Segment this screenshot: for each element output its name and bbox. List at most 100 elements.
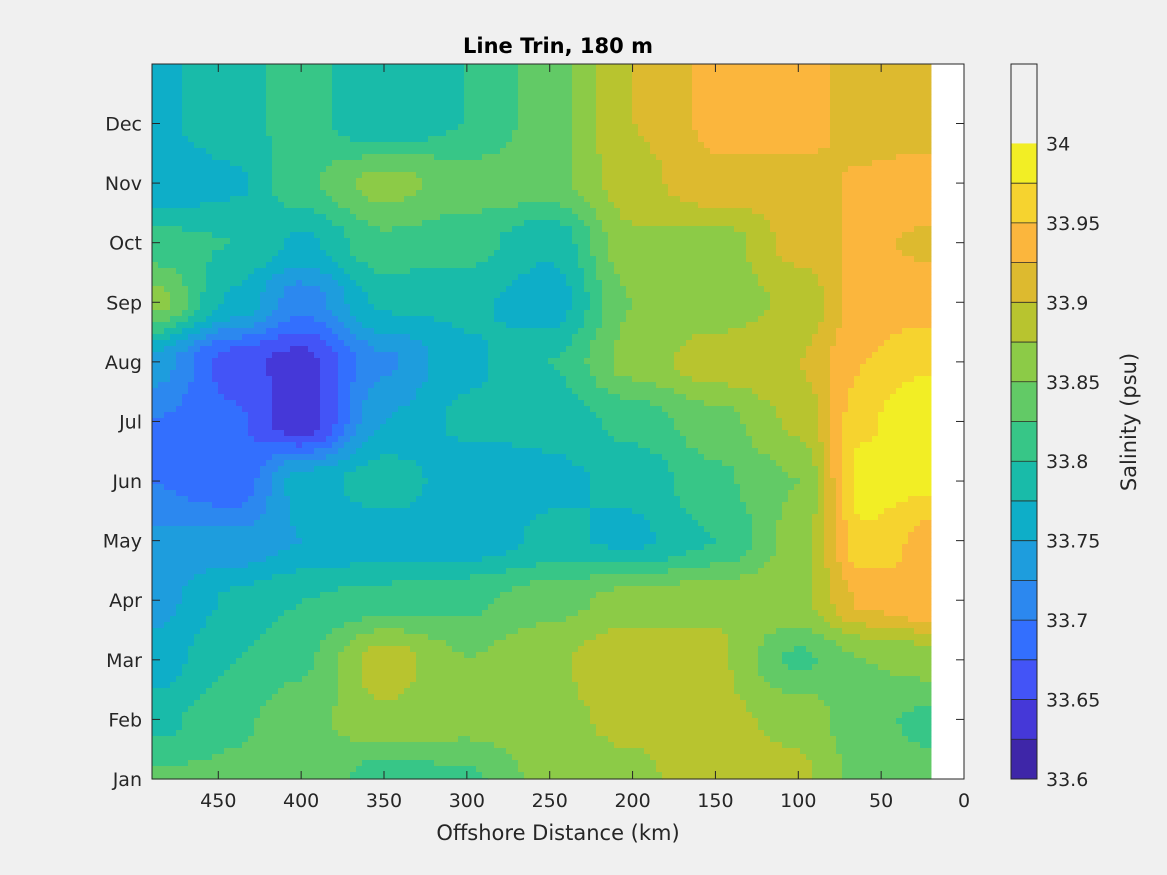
contour-cell [812,460,825,467]
contour-cell [404,628,519,635]
contour-cell [506,634,597,641]
colorbar-swatch [1011,540,1037,581]
contour-cell [812,556,825,563]
contour-cell [830,376,855,383]
contour-cell [608,388,675,395]
contour-cell [812,454,825,461]
contour-cell [176,676,219,683]
contour-cell [572,136,597,143]
contour-cell [152,724,183,731]
contour-cell [776,232,843,239]
contour-cell [854,454,932,461]
contour-cell [572,70,597,77]
contour-cell [428,370,489,377]
contour-cell [686,442,753,449]
contour-cell [656,760,813,767]
contour-cell [830,364,861,371]
contour-cell [590,490,675,497]
contour-cell [398,406,447,413]
contour-cell [440,214,579,221]
contour-cell [746,700,825,707]
contour-cell [152,310,183,317]
contour-cell [416,190,579,197]
contour-cell [356,466,423,473]
contour-cell [488,358,549,365]
contour-cell [830,724,903,731]
contour-cell [326,304,351,311]
contour-cell [338,316,357,323]
contour-cell [776,250,843,257]
contour-cell [662,772,813,779]
contour-cell [878,424,932,431]
contour-cell [338,664,363,671]
contour-cell [152,316,171,323]
contour-cell [800,478,819,485]
contour-cell [524,532,591,539]
contour-cell [152,634,195,641]
contour-cell [266,262,339,269]
contour-cell [152,382,159,389]
contour-cell [446,424,603,431]
contour-cell [368,196,405,203]
contour-cell [254,478,273,485]
contour-cell [680,370,807,377]
contour-cell [332,160,573,167]
contour-cell [572,106,597,113]
contour-cell [920,676,932,683]
contour-cell [278,466,315,473]
contour-cell [854,382,903,389]
contour-cell [368,298,495,305]
contour-cell [320,400,339,407]
contour-cell [770,736,837,743]
contour-cell [482,208,573,215]
contour-cell [842,496,855,503]
contour-cell [806,646,843,653]
contour-cell [674,472,735,479]
contour-cell [590,496,681,503]
contour-cell [902,712,932,719]
contour-cell [758,280,819,287]
contour-cell [746,232,777,239]
contour-cell [488,256,579,263]
contour-cell [770,298,825,305]
contour-cell [680,346,807,353]
contour-cell [290,502,363,509]
contour-cell [332,106,465,113]
contour-cell [476,652,573,659]
contour-cell [824,496,837,503]
contour-cell [620,214,765,221]
contour-cell [590,502,681,509]
contour-cell [230,586,339,593]
contour-cell [728,646,759,653]
contour-cell [272,490,285,497]
contour-cell [464,82,519,89]
contour-cell [152,754,213,761]
contour-cell [272,274,333,281]
contour-cell [458,436,615,443]
contour-cell [152,682,171,689]
contour-cell [152,748,225,755]
contour-cell [374,430,447,437]
contour-cell [212,610,285,617]
contour-cell [152,562,249,569]
contour-cell [812,550,825,557]
contour-cell [596,64,633,71]
contour-cell [278,334,321,341]
contour-cell [152,214,327,221]
contour-cell [338,688,369,695]
contour-cell [800,436,819,443]
contour-cell [572,94,597,101]
contour-cell [824,556,837,563]
contour-cell [434,316,495,323]
contour-cell [266,64,333,71]
contour-cell [806,346,831,353]
contour-cell [170,370,195,377]
contour-cell [152,142,195,149]
contour-cell [152,496,189,503]
contour-cell [518,82,573,89]
contour-cell [512,754,651,761]
contour-cell [212,502,243,509]
contour-cell [842,760,932,767]
contour-cell [326,436,339,443]
contour-cell [566,454,663,461]
